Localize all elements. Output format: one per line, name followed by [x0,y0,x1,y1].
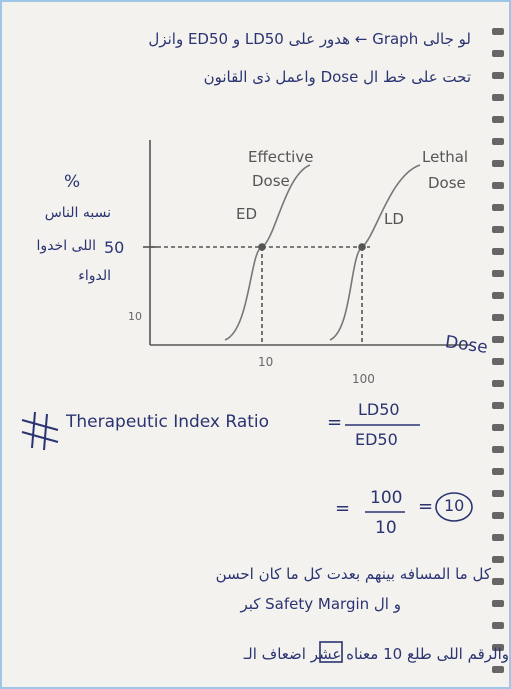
step-denominator: 10 [375,518,397,538]
spiral-hole [492,424,504,431]
x-tick-label: 100 [352,372,375,386]
header-line: لو جالى Graph ← هدور على LD50 و ED50 وان… [148,30,471,48]
step-numerator: 100 [370,488,402,508]
spiral-hole [492,292,504,299]
spiral-hole [492,50,504,57]
spiral-hole [492,446,504,453]
curve-tag: LD [384,210,404,228]
spiral-hole [492,578,504,585]
curve-title: Lethal [422,148,468,166]
spiral-hole [492,336,504,343]
x-tick-label: 10 [258,355,273,369]
spiral-hole [492,94,504,101]
formula-denominator: ED50 [355,430,398,449]
note-line: و ال Safety Margin كبر [240,595,401,613]
spiral-hole [492,226,504,233]
spiral-hole [492,204,504,211]
spiral-hole [492,512,504,519]
spiral-hole [492,28,504,35]
y-tick-label: 50 [104,238,124,257]
formula-marks [320,425,472,662]
spiral-hole [492,534,504,541]
spiral-hole [492,270,504,277]
drawing [0,0,511,689]
header-line: تحت على خط ال Dose واعمل ذى القانون [204,68,471,86]
spiral-hole [492,666,504,673]
formula-equals: = [327,412,342,433]
spiral-hole [492,556,504,563]
formula-name: Therapeutic Index Ratio [66,412,269,432]
spiral-hole [492,116,504,123]
spiral-hole [492,380,504,387]
curve-title: Effective [248,148,313,166]
spiral-hole [492,72,504,79]
spiral-hole [492,182,504,189]
y-axis-label: نسبه الناس [45,205,111,221]
spiral-hole [492,468,504,475]
y-tick-label: 10 [128,310,142,323]
formula-equals: = [418,496,433,517]
curve-subtitle: Dose [252,172,290,190]
spiral-hole [492,358,504,365]
formula-result: 10 [444,496,464,515]
formula-equals: = [335,498,350,519]
spiral-hole [492,622,504,629]
spiral-hole [492,600,504,607]
spiral-hole [492,248,504,255]
curve-tag: ED [236,205,257,223]
curve-subtitle: Dose [428,174,466,192]
spiral-hole [492,314,504,321]
spiral-hole [492,160,504,167]
note-line: كل ما المسافه بينهم بعدت كل ما كان احسن [216,565,491,583]
formula-numerator: LD50 [358,400,400,419]
spiral [492,28,504,673]
y-axis-symbol: % [64,172,80,192]
hash-mark [22,412,58,450]
y-axis-label: اللى اخدوا [37,238,96,254]
spiral-hole [492,490,504,497]
graph-axes [143,140,470,345]
note-line: والرقم اللى طلع 10 معناه عشر اضعاف الـ [244,645,509,663]
spiral-hole [492,402,504,409]
spiral-hole [492,138,504,145]
notebook-page: لو جالى Graph ← هدور على LD50 و ED50 وان… [0,0,511,689]
y-axis-label: الدواء [78,268,111,284]
